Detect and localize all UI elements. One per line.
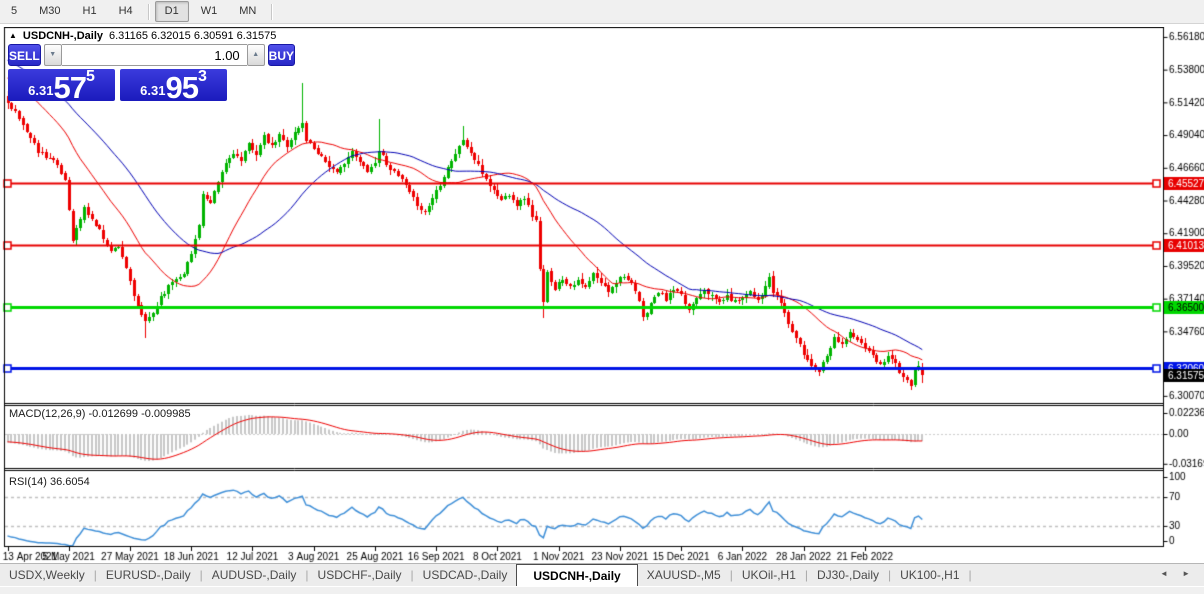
sell-price-box[interactable]: 6.31 57 5 <box>8 68 115 105</box>
tab-usdchf-daily[interactable]: USDCHF-,Daily <box>317 568 402 582</box>
tab-usdx-weekly[interactable]: USDX,Weekly <box>9 568 85 582</box>
buy-price-box[interactable]: 6.31 95 3 <box>120 68 227 105</box>
tab-eurusd-daily[interactable]: EURUSD-,Daily <box>105 568 191 582</box>
macd-name: MACD(12,26,9) <box>9 408 86 420</box>
volume-stepper: ▼ ▲ <box>43 44 265 66</box>
tab-audusd-daily[interactable]: AUDUSD-,Daily <box>211 568 297 582</box>
volume-increase-icon[interactable]: ▲ <box>246 44 265 66</box>
macd-indicator-label: MACD(12,26,9) -0.012699 -0.009985 <box>9 408 191 420</box>
trade-panel-prices: 6.31 57 5 6.31 95 3 <box>8 68 230 105</box>
tab-uk100-h1[interactable]: UK100-,H1 <box>900 568 960 582</box>
tab-separator: | <box>968 568 972 582</box>
tab-ukoil-h1[interactable]: UKOil-,H1 <box>741 568 796 582</box>
toolbar-separator <box>147 3 150 20</box>
rsi-name: RSI(14) <box>9 476 47 488</box>
symbol-title: USDCNH-,Daily <box>22 30 103 42</box>
macd-values: -0.012699 -0.009985 <box>88 408 191 420</box>
tab-separator: | <box>93 568 97 582</box>
tab-scroll-arrows[interactable]: ◄ ► <box>1159 569 1196 578</box>
timeframe-MN[interactable]: MN <box>239 5 257 17</box>
volume-decrease-icon[interactable]: ▼ <box>43 44 62 66</box>
sell-price-pips: 57 <box>53 70 86 105</box>
volume-input[interactable] <box>61 44 247 66</box>
timeframe-W1[interactable]: W1 <box>200 5 218 17</box>
toolbar-separator <box>271 3 274 20</box>
rsi-value: 36.6054 <box>49 476 90 488</box>
rsi-indicator-label: RSI(14) 36.6054 <box>9 476 90 488</box>
tab-separator: | <box>410 568 414 582</box>
timeframe-H4[interactable]: H4 <box>118 5 133 17</box>
chart-title: ▲ USDCNH-,Daily 6.31165 6.32015 6.30591 … <box>9 30 276 42</box>
collapse-panel-icon[interactable]: ▲ <box>9 31 17 40</box>
timeframe-D1[interactable]: D1 <box>154 1 189 22</box>
tab-xauusd-m5[interactable]: XAUUSD-,M5 <box>646 568 721 582</box>
buy-price-base: 6.31 <box>140 83 166 98</box>
price-chart-canvas[interactable] <box>0 27 1204 563</box>
timeframe-M30[interactable]: M30 <box>39 5 61 17</box>
status-strip <box>0 586 1204 594</box>
timeframe-H1[interactable]: H1 <box>82 5 97 17</box>
tab-dj30-daily[interactable]: DJ30-,Daily <box>817 568 880 582</box>
trade-panel-controls: SELL ▼ ▲ BUY <box>8 44 296 66</box>
tab-usdcnh-daily[interactable]: USDCNH-,Daily <box>516 564 638 587</box>
timeframe-toolbar: 5 M30 H1 H4 D1 W1 MN <box>0 0 1204 24</box>
one-click-trading-panel: SELL ▼ ▲ BUY 6.31 57 5 6.31 95 3 <box>8 44 296 105</box>
buy-price-point: 3 <box>197 68 207 85</box>
buy-price-pips: 95 <box>165 70 198 105</box>
ohlc-readout: 6.31165 6.32015 6.30591 6.31575 <box>109 30 277 42</box>
tab-usdcad-daily[interactable]: USDCAD-,Daily <box>422 568 508 582</box>
tab-separator: | <box>888 568 892 582</box>
tab-separator: | <box>305 568 309 582</box>
symbol-tab-bar: USDX,Weekly | EURUSD-,Daily | AUDUSD-,Daily |… <box>0 563 1204 587</box>
sell-button[interactable]: SELL <box>8 44 41 66</box>
tab-separator: | <box>804 568 808 582</box>
sell-price-base: 6.31 <box>28 83 54 98</box>
tab-separator: | <box>199 568 203 582</box>
timeframe-5[interactable]: 5 <box>11 5 18 17</box>
buy-button[interactable]: BUY <box>267 44 296 66</box>
sell-price-point: 5 <box>85 68 95 85</box>
tab-separator: | <box>729 568 733 582</box>
